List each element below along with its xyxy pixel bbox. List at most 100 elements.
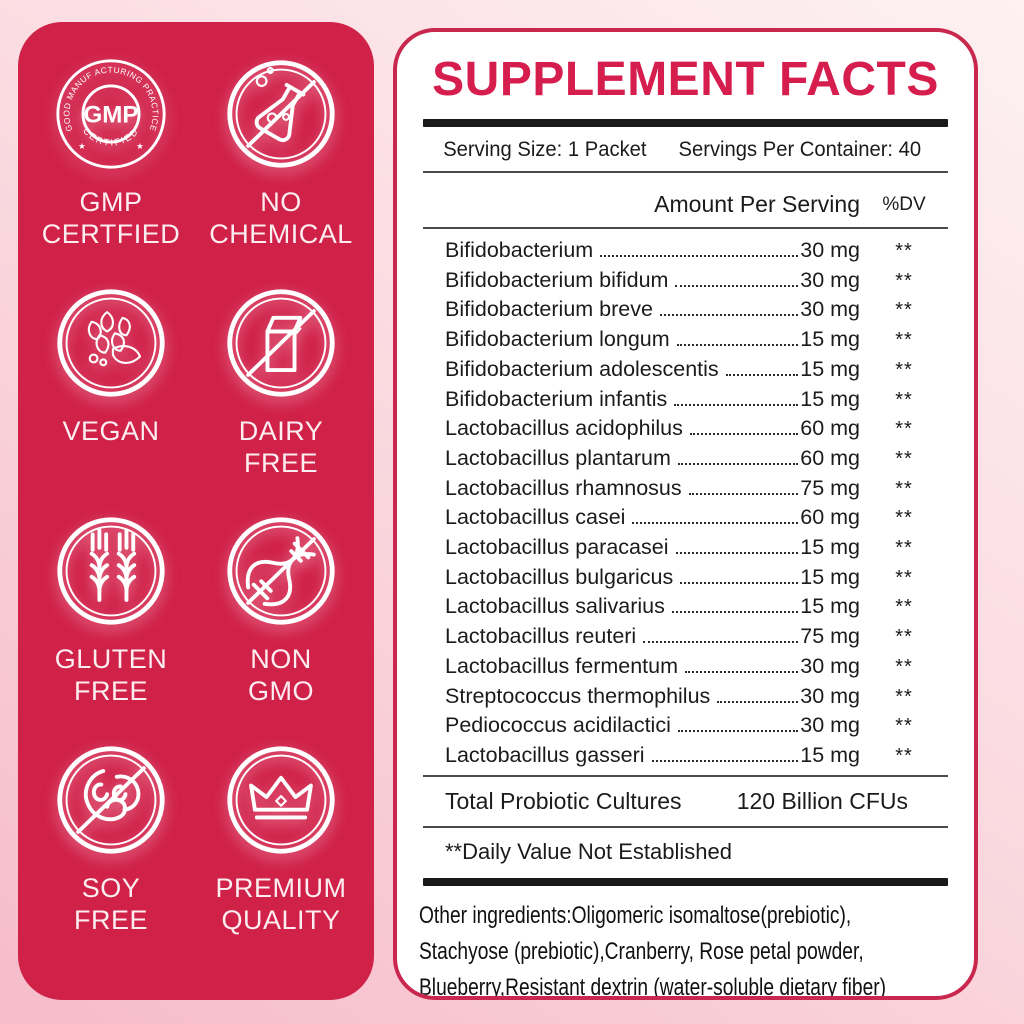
ingredient-dv: ** xyxy=(895,447,913,470)
column-header-row: Amount Per Serving %DV xyxy=(415,173,956,227)
dot-leader xyxy=(680,581,799,584)
badge-label-premium-quality: PREMIUM QUALITY xyxy=(215,872,347,935)
dairy-free-icon xyxy=(227,288,335,397)
ingredient-name: Bifidobacterium xyxy=(445,238,594,262)
badge-panel: GOOD MANUF ACTURING PRACTICE CERTIFIED ★… xyxy=(18,22,374,1000)
divider-thick-top xyxy=(423,119,948,127)
gmp-seal-bottom-text: CERTIFIED xyxy=(81,126,139,148)
ingredient-name: Lactobacillus acidophilus xyxy=(445,416,683,441)
divider-thin-1 xyxy=(423,171,948,173)
dot-leader xyxy=(688,492,799,495)
total-label: Total Probiotic Cultures xyxy=(445,788,682,814)
ingredient-dv: ** xyxy=(895,418,913,441)
serving-info-row: Serving Size: 1 Packet Servings Per Cont… xyxy=(415,127,924,171)
dot-leader xyxy=(725,373,799,376)
badge-label-soy-free: SOY FREE xyxy=(73,872,148,935)
ingredient-dv: ** xyxy=(895,477,913,500)
dot-leader xyxy=(675,284,799,287)
ingredient-dv: ** xyxy=(895,388,913,411)
ingredient-row: Lactobacillus casei 60 mg ** xyxy=(445,505,948,530)
ingredient-amount: 15 mg xyxy=(800,356,860,381)
ingredient-row: Bifidobacterium breve 30 mg ** xyxy=(445,297,948,322)
ingredient-name: Lactobacillus plantarum xyxy=(445,445,671,470)
ingredient-amount: 30 mg xyxy=(800,238,860,262)
ingredient-dv: ** xyxy=(895,537,913,560)
divider-thick-bottom xyxy=(423,878,948,886)
ingredient-row: Lactobacillus plantarum 60 mg ** xyxy=(445,446,948,471)
daily-value-note: **Daily Value Not Established xyxy=(445,839,732,864)
dot-leader xyxy=(671,611,799,614)
divider-thin-2 xyxy=(423,227,948,229)
ingredient-row: Lactobacillus rhamnosus 75 mg ** xyxy=(445,476,948,501)
ingredient-amount: 15 mg xyxy=(800,535,860,560)
dot-leader xyxy=(689,433,799,436)
dot-leader xyxy=(676,344,799,347)
badge-soy-free: SOY FREE xyxy=(26,742,196,971)
ingredient-row: Lactobacillus reuteri 75 mg ** xyxy=(445,624,948,649)
ingredient-dv: ** xyxy=(895,596,913,619)
ingredient-amount: 30 mg xyxy=(800,267,860,292)
dot-leader xyxy=(685,670,799,673)
gmp-seal-center-text: GMP xyxy=(83,102,138,129)
serving-size: Serving Size: 1 Packet xyxy=(443,137,647,161)
ingredient-name: Bifidobacterium breve xyxy=(445,297,653,322)
ingredient-dv: ** xyxy=(895,240,913,262)
ingredient-row: Pediococcus acidilactici 30 mg ** xyxy=(445,713,948,738)
badge-no-chemical: NO CHEMICAL xyxy=(196,56,366,285)
ingredient-rows: Bifidobacterium 30 mg ** Bifidobacterium… xyxy=(415,229,956,775)
ingredient-dv: ** xyxy=(895,269,913,292)
ingredient-amount: 75 mg xyxy=(800,475,860,500)
ingredient-name: Lactobacillus gasseri xyxy=(445,742,645,767)
total-row: Total Probiotic Cultures 120 Billion CFU… xyxy=(415,777,956,826)
badge-dairy-free: DAIRY FREE xyxy=(196,285,366,514)
ingredient-amount: 15 mg xyxy=(800,564,860,589)
gmp-seal-star-right: ★ xyxy=(136,141,144,151)
dot-leader xyxy=(675,552,799,555)
ingredient-dv: ** xyxy=(895,685,913,708)
ingredient-name: Lactobacillus bulgaricus xyxy=(445,564,674,589)
divider-thin-4 xyxy=(423,826,948,828)
badge-label-non-gmo: NON GMO xyxy=(248,644,314,707)
ingredient-amount: 75 mg xyxy=(800,624,860,649)
ingredient-dv: ** xyxy=(895,329,913,352)
ingredient-amount: 15 mg xyxy=(800,742,860,767)
dot-leader xyxy=(600,255,799,257)
ingredient-row: Lactobacillus salivarius 15 mg ** xyxy=(445,594,948,619)
ingredient-name: Bifidobacterium bifidum xyxy=(445,267,669,292)
ingredient-dv: ** xyxy=(895,299,913,322)
ingredient-row: Bifidobacterium infantis 15 mg ** xyxy=(445,387,948,412)
ingredient-dv: ** xyxy=(895,566,913,589)
ingredient-amount: 15 mg xyxy=(800,327,860,352)
vegan-hop-icon xyxy=(57,288,165,397)
soy-free-bean-icon xyxy=(57,745,165,854)
gmp-seal-star-left: ★ xyxy=(78,141,86,151)
ingredient-row: Bifidobacterium bifidum 30 mg ** xyxy=(445,268,948,293)
col-amount-per-serving: Amount Per Serving xyxy=(654,191,860,217)
ingredient-row: Lactobacillus gasseri 15 mg ** xyxy=(445,743,948,768)
ingredient-name: Bifidobacterium infantis xyxy=(445,386,668,411)
ingredient-row: Streptococcus thermophilus 30 mg ** xyxy=(445,684,948,709)
ingredient-row: Lactobacillus fermentum 30 mg ** xyxy=(445,654,948,679)
ingredient-amount: 30 mg xyxy=(800,297,860,322)
no-chemical-icon xyxy=(227,60,335,168)
ingredient-name: Streptococcus thermophilus xyxy=(445,683,711,708)
dot-leader xyxy=(632,522,799,525)
facts-title: SUPPLEMENT FACTS xyxy=(432,53,939,106)
ingredient-dv: ** xyxy=(895,715,913,738)
dot-leader xyxy=(677,730,799,733)
ingredient-dv: ** xyxy=(895,744,913,767)
non-gmo-dna-icon xyxy=(227,517,335,625)
ingredient-name: Bifidobacterium adolescentis xyxy=(445,356,719,381)
ingredient-row: Bifidobacterium adolescentis 15 mg ** xyxy=(445,357,948,382)
ingredient-name: Lactobacillus fermentum xyxy=(445,653,679,678)
badge-gmp-certified: GOOD MANUF ACTURING PRACTICE CERTIFIED ★… xyxy=(26,56,196,285)
ingredient-dv: ** xyxy=(895,626,913,649)
ingredient-amount: 60 mg xyxy=(800,416,860,441)
other-ingredients-line: Stachyose (prebiotic),Cranberry, Rose pe… xyxy=(419,938,864,965)
ingredient-name: Pediococcus acidilactici xyxy=(445,713,671,738)
ingredient-amount: 30 mg xyxy=(800,653,860,678)
badge-label-vegan: VEGAN xyxy=(62,415,160,446)
dot-leader xyxy=(659,314,799,317)
badge-label-gmp: GMP CERTFIED xyxy=(41,187,181,250)
